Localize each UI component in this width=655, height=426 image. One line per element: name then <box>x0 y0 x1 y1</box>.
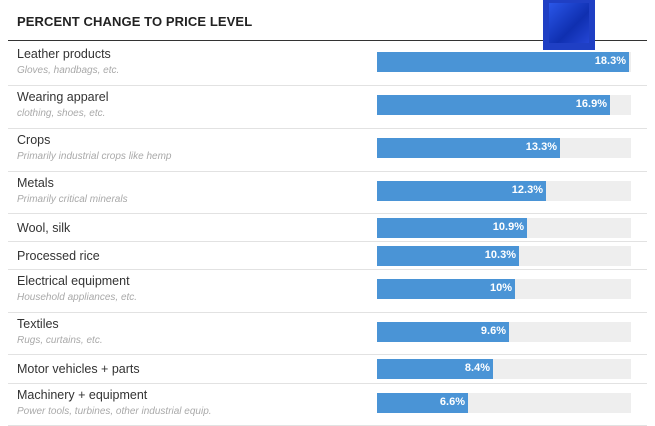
bar-track: 8.4% <box>377 359 631 379</box>
chart-row: Wearing apparel clothing, shoes, etc. 16.9… <box>8 86 647 129</box>
row-divider <box>8 128 647 129</box>
row-divider <box>8 383 647 384</box>
bar: 6.6% <box>377 393 468 413</box>
bar-value-label: 8.4% <box>464 362 490 374</box>
bar-value-label: 9.6% <box>480 325 506 337</box>
row-divider <box>8 171 647 172</box>
bar-value-label: 6.6% <box>439 396 465 408</box>
bar-track: 10.9% <box>377 218 631 238</box>
row-divider <box>8 241 647 242</box>
chart-row: Processed rice 10.3% <box>8 242 647 270</box>
bar: 13.3% <box>377 138 560 158</box>
bar-value-label: 18.3% <box>594 55 626 67</box>
bar: 10.9% <box>377 218 527 238</box>
category-label: Crops <box>17 133 51 147</box>
bar-value-label: 10.9% <box>492 221 524 233</box>
category-note: Gloves, handbags, etc. <box>17 65 120 76</box>
accent-tab <box>543 0 595 50</box>
row-divider <box>8 213 647 214</box>
category-note: Rugs, curtains, etc. <box>17 335 103 346</box>
category-label: Metals <box>17 176 54 190</box>
bar-value-label: 10% <box>489 282 512 294</box>
category-label: Leather products <box>17 47 111 61</box>
bar: 18.3% <box>377 52 629 72</box>
bar-track: 13.3% <box>377 138 631 158</box>
bar-track: 10.3% <box>377 246 631 266</box>
bar: 16.9% <box>377 95 610 115</box>
row-divider <box>8 269 647 270</box>
category-label: Wool, silk <box>17 221 71 235</box>
bar-value-label: 16.9% <box>575 98 607 110</box>
bar-value-label: 10.3% <box>484 249 516 261</box>
chart-row: Motor vehicles + parts 8.4% <box>8 355 647 384</box>
bar-track: 18.3% <box>377 52 631 72</box>
bar: 10.3% <box>377 246 519 266</box>
category-label: Electrical equipment <box>17 274 130 288</box>
title-divider <box>8 40 647 41</box>
bar: 8.4% <box>377 359 493 379</box>
bar-value-label: 12.3% <box>511 184 543 196</box>
category-note: Household appliances, etc. <box>17 292 138 303</box>
chart-row: Leather products Gloves, handbags, etc. 18… <box>8 43 647 86</box>
bar-track: 6.6% <box>377 393 631 413</box>
bar: 10% <box>377 279 515 299</box>
category-label: Machinery + equipment <box>17 388 148 402</box>
row-divider <box>8 354 647 355</box>
row-divider <box>8 85 647 86</box>
bar-track: 10% <box>377 279 631 299</box>
bar-value-label: 13.3% <box>525 141 557 153</box>
chart-row: Wool, silk 10.9% <box>8 214 647 242</box>
category-note: Power tools, turbines, other industrial … <box>17 406 212 417</box>
category-note: clothing, shoes, etc. <box>17 108 106 119</box>
category-label: Wearing apparel <box>17 90 109 104</box>
accent-tab-fill <box>549 3 589 43</box>
chart-row: Crops Primarily industrial crops like hem… <box>8 129 647 172</box>
bar: 12.3% <box>377 181 546 201</box>
category-label: Motor vehicles + parts <box>17 362 140 376</box>
category-note: Primarily industrial crops like hemp <box>17 151 172 162</box>
bar: 9.6% <box>377 322 509 342</box>
category-label: Processed rice <box>17 249 100 263</box>
chart-row: Metals Primarily critical minerals 12.3% <box>8 172 647 214</box>
row-divider <box>8 312 647 313</box>
bar-track: 16.9% <box>377 95 631 115</box>
chart-row: Electrical equipment Household appliances… <box>8 270 647 313</box>
category-label: Textiles <box>17 317 59 331</box>
chart-title: PERCENT CHANGE TO PRICE LEVEL <box>17 14 253 29</box>
chart-row: Machinery + equipment Power tools, turbin… <box>8 384 647 426</box>
category-note: Primarily critical minerals <box>17 194 128 205</box>
bar-track: 12.3% <box>377 181 631 201</box>
bar-track: 9.6% <box>377 322 631 342</box>
chart-row: Textiles Rugs, curtains, etc. 9.6% <box>8 313 647 355</box>
